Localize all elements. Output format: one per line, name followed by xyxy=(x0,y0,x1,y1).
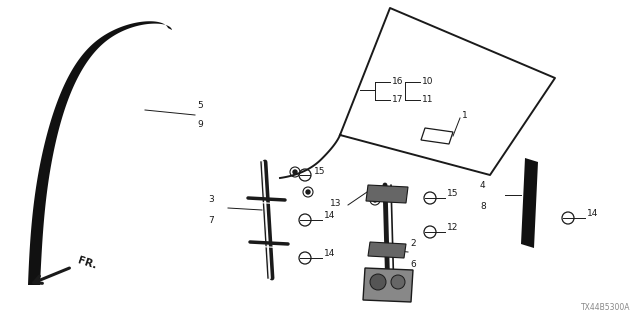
Polygon shape xyxy=(28,21,172,285)
Polygon shape xyxy=(421,128,453,144)
Text: 14: 14 xyxy=(324,212,335,220)
Text: 10: 10 xyxy=(422,77,433,86)
Text: 12: 12 xyxy=(447,223,458,233)
Polygon shape xyxy=(521,158,538,248)
Circle shape xyxy=(370,274,386,290)
Text: 16: 16 xyxy=(392,77,403,86)
Circle shape xyxy=(306,190,310,194)
Text: 15: 15 xyxy=(447,189,458,198)
Polygon shape xyxy=(363,268,413,302)
Text: 15: 15 xyxy=(314,167,326,177)
Circle shape xyxy=(293,170,297,174)
Text: 14: 14 xyxy=(587,210,598,219)
Circle shape xyxy=(391,275,405,289)
Text: 14: 14 xyxy=(324,250,335,259)
Text: 9: 9 xyxy=(197,120,203,129)
Text: 2: 2 xyxy=(410,239,415,248)
Text: 4: 4 xyxy=(480,181,486,190)
Polygon shape xyxy=(368,242,406,258)
Text: 13: 13 xyxy=(330,198,342,207)
Text: 1: 1 xyxy=(462,111,468,121)
Text: 17: 17 xyxy=(392,95,403,105)
Polygon shape xyxy=(366,185,408,203)
Text: 6: 6 xyxy=(410,260,416,269)
Circle shape xyxy=(373,198,377,202)
Text: TX44B5300A: TX44B5300A xyxy=(580,303,630,312)
Text: 5: 5 xyxy=(197,101,203,110)
Text: 3: 3 xyxy=(208,195,214,204)
Text: 7: 7 xyxy=(208,216,214,225)
Text: 11: 11 xyxy=(422,95,433,105)
Text: 8: 8 xyxy=(480,202,486,211)
Text: FR.: FR. xyxy=(76,255,97,271)
